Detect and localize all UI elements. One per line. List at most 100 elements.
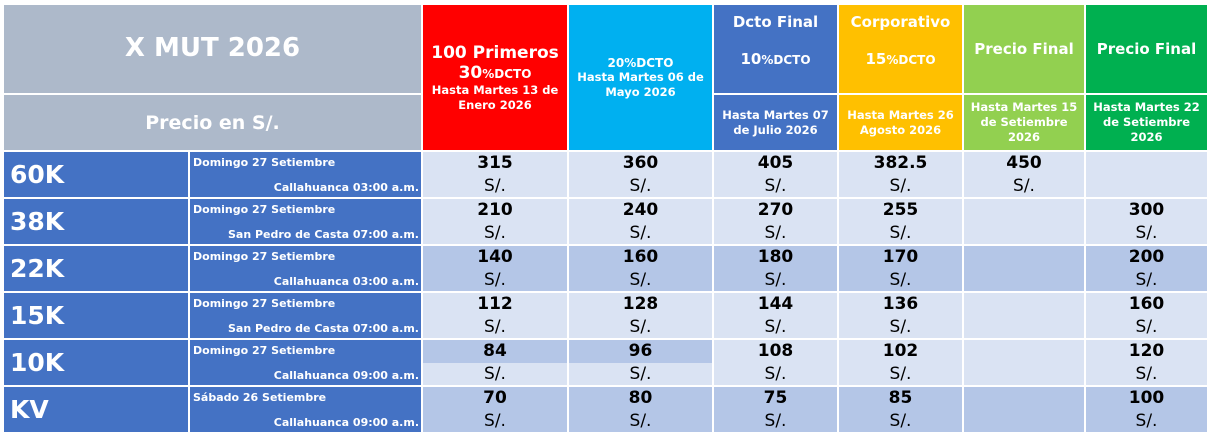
price-cell: 360 S/.	[569, 152, 712, 197]
price-value: 405	[757, 153, 794, 173]
price-cell: 84 S/.	[423, 340, 567, 385]
race-date: Domingo 27 Setiembre	[193, 203, 336, 216]
currency-symbol: S/.	[484, 411, 506, 431]
race-start: San Pedro de Casta 07:00 a.m.	[227, 228, 419, 241]
header-100-primeros: 100 Primeros 30%DCTO Hasta Martes 13 de …	[423, 5, 567, 150]
currency-symbol: S/.	[484, 364, 506, 384]
currency-symbol: S/.	[764, 411, 787, 431]
distance-label: KV	[4, 387, 188, 432]
race-info: Domingo 27 Setiembre San Pedro de Casta 0…	[190, 199, 421, 244]
currency-symbol: S/.	[1135, 317, 1158, 337]
distance-label: 10K	[4, 340, 188, 385]
distance-label: 38K	[4, 199, 188, 244]
price-value: 80	[628, 388, 653, 408]
col-deadline: Hasta Martes 15 de Setiembre 2026	[964, 95, 1084, 150]
price-table: X MUT 2026 100 Primeros 30%DCTO Hasta Ma…	[2, 3, 1209, 434]
price-value: 75	[763, 388, 788, 408]
currency-symbol: S/.	[484, 270, 506, 290]
price-cell: 80 S/.	[569, 387, 712, 432]
price-value: 70	[483, 388, 507, 408]
price-value: 315	[477, 153, 513, 173]
col-deadline: Hasta Martes 13 de Enero 2026	[431, 82, 559, 112]
price-cell: 108 S/.	[714, 340, 837, 385]
currency-symbol: S/.	[629, 411, 652, 431]
race-date: Domingo 27 Setiembre	[193, 344, 336, 357]
price-cell: 200 S/.	[1086, 246, 1207, 291]
price-value: 112	[477, 294, 513, 314]
currency-symbol: S/.	[1135, 223, 1158, 243]
price-value: 144	[757, 294, 794, 314]
header-corporativo: Corporativo 15%DCTO	[839, 5, 962, 93]
price-cell: 75 S/.	[714, 387, 837, 432]
currency-symbol: S/.	[764, 176, 787, 196]
col-discount-suffix: %DCTO	[761, 53, 811, 67]
col-discount: 15	[865, 50, 887, 68]
currency-symbol: S/.	[889, 411, 912, 431]
price-value: 85	[888, 388, 913, 408]
price-cell: 210 S/.	[423, 199, 567, 244]
price-value: 140	[477, 247, 513, 267]
price-value: 360	[622, 153, 659, 173]
currency-symbol: S/.	[889, 176, 912, 196]
currency-symbol: S/.	[1135, 364, 1158, 384]
currency-symbol: S/.	[629, 364, 652, 384]
table-row: 10K Domingo 27 Setiembre Callahuanca 09:0…	[4, 340, 1207, 385]
price-value: 240	[622, 200, 659, 220]
price-cell: 170 S/.	[839, 246, 962, 291]
price-value: 170	[882, 247, 919, 267]
price-cell: 70 S/.	[423, 387, 567, 432]
col-discount-suffix: %DCTO	[886, 53, 936, 67]
currency-symbol: S/.	[889, 270, 912, 290]
price-cell: 112 S/.	[423, 293, 567, 338]
price-cell: 315 S/.	[423, 152, 567, 197]
price-value: 200	[1128, 247, 1165, 267]
price-cell: 405 S/.	[714, 152, 837, 197]
price-value: 108	[757, 341, 794, 361]
price-value: 136	[882, 294, 919, 314]
table-row: 60K Domingo 27 Setiembre Callahuanca 03:0…	[4, 152, 1207, 197]
currency-symbol: S/.	[629, 223, 652, 243]
price-cell: 136 S/.	[839, 293, 962, 338]
price-cell	[964, 246, 1084, 291]
currency-symbol: S/.	[629, 317, 652, 337]
race-info: Domingo 27 Setiembre San Pedro de Casta 0…	[190, 293, 421, 338]
col-deadline: Hasta Martes 22 de Setiembre 2026	[1086, 95, 1207, 150]
price-value: 255	[882, 200, 919, 220]
price-value: 382.5	[873, 153, 928, 173]
header-20-dcto: 20%DCTO Hasta Martes 06 de Mayo 2026	[569, 5, 712, 150]
race-date: Sábado 26 Setiembre	[193, 391, 327, 404]
currency-symbol: S/.	[889, 223, 912, 243]
price-cell: 160 S/.	[569, 246, 712, 291]
race-start: Callahuanca 09:00 a.m.	[273, 369, 419, 382]
price-cell: 96 S/.	[569, 340, 712, 385]
race-info: Domingo 27 Setiembre Callahuanca 03:00 a.…	[190, 152, 421, 197]
price-cell: 160 S/.	[1086, 293, 1207, 338]
price-value: 300	[1128, 200, 1165, 220]
price-cell: 100 S/.	[1086, 387, 1207, 432]
price-cell: 300 S/.	[1086, 199, 1207, 244]
currency-symbol: S/.	[1013, 176, 1035, 196]
distance-label: 60K	[4, 152, 188, 197]
race-info: Sábado 26 Setiembre Callahuanca 09:00 a.m…	[190, 387, 421, 432]
currency-symbol: S/.	[629, 270, 652, 290]
col-title: 100 Primeros	[431, 42, 559, 63]
price-cell	[1086, 152, 1207, 197]
currency-symbol: S/.	[484, 176, 506, 196]
header-dcto-final: Dcto Final 10%DCTO	[714, 5, 837, 93]
price-cell: 140 S/.	[423, 246, 567, 291]
event-title: X MUT 2026	[4, 5, 421, 93]
price-value: 96	[569, 340, 712, 363]
price-value: 128	[622, 294, 659, 314]
currency-symbol: S/.	[1135, 270, 1158, 290]
currency-symbol: S/.	[764, 270, 787, 290]
race-start: Callahuanca 03:00 a.m.	[273, 181, 419, 194]
col-discount: 10	[740, 50, 762, 68]
price-cell	[964, 199, 1084, 244]
currency-symbol: S/.	[889, 317, 912, 337]
price-value: 210	[477, 200, 513, 220]
currency-symbol: S/.	[889, 364, 912, 384]
col-discount-suffix: %DCTO	[482, 66, 532, 81]
currency-symbol: S/.	[484, 223, 506, 243]
col-title: Corporativo	[850, 13, 951, 31]
race-date: Domingo 27 Setiembre	[193, 297, 336, 310]
